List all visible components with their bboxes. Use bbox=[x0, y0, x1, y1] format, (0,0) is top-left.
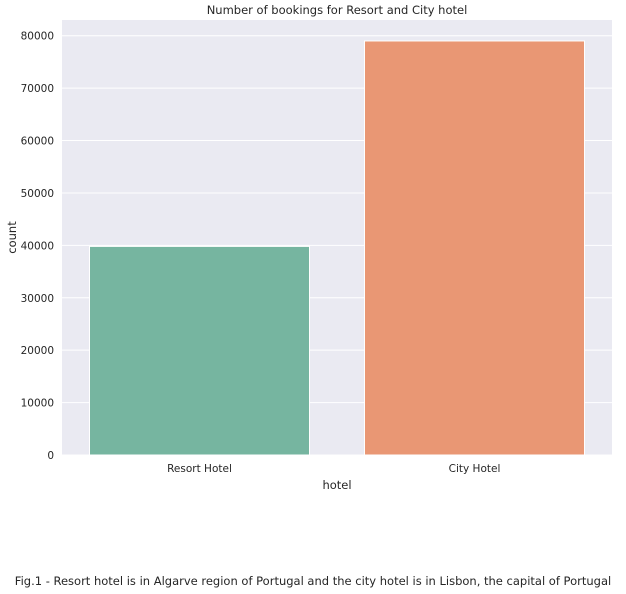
x-tick-label: City Hotel bbox=[449, 463, 501, 475]
x-tick-label: Resort Hotel bbox=[167, 463, 232, 475]
y-tick-label: 40000 bbox=[21, 240, 54, 252]
bar-resort-hotel bbox=[89, 245, 310, 456]
y-tick-label: 0 bbox=[47, 450, 54, 462]
figure-caption: Fig.1 - Resort hotel is in Algarve regio… bbox=[14, 574, 612, 588]
y-tick-label: 30000 bbox=[21, 293, 54, 305]
y-tick-label: 10000 bbox=[21, 398, 54, 410]
y-tick-label: 80000 bbox=[21, 31, 54, 43]
y-tick-label: 50000 bbox=[21, 188, 54, 200]
chart-title: Number of bookings for Resort and City h… bbox=[207, 3, 468, 17]
bar-city-hotel bbox=[364, 40, 585, 456]
y-tick-label: 60000 bbox=[21, 136, 54, 148]
y-axis-label: count bbox=[5, 221, 19, 254]
y-tick-label: 70000 bbox=[21, 83, 54, 95]
y-tick-label: 20000 bbox=[21, 345, 54, 357]
x-axis-label: hotel bbox=[322, 478, 351, 492]
